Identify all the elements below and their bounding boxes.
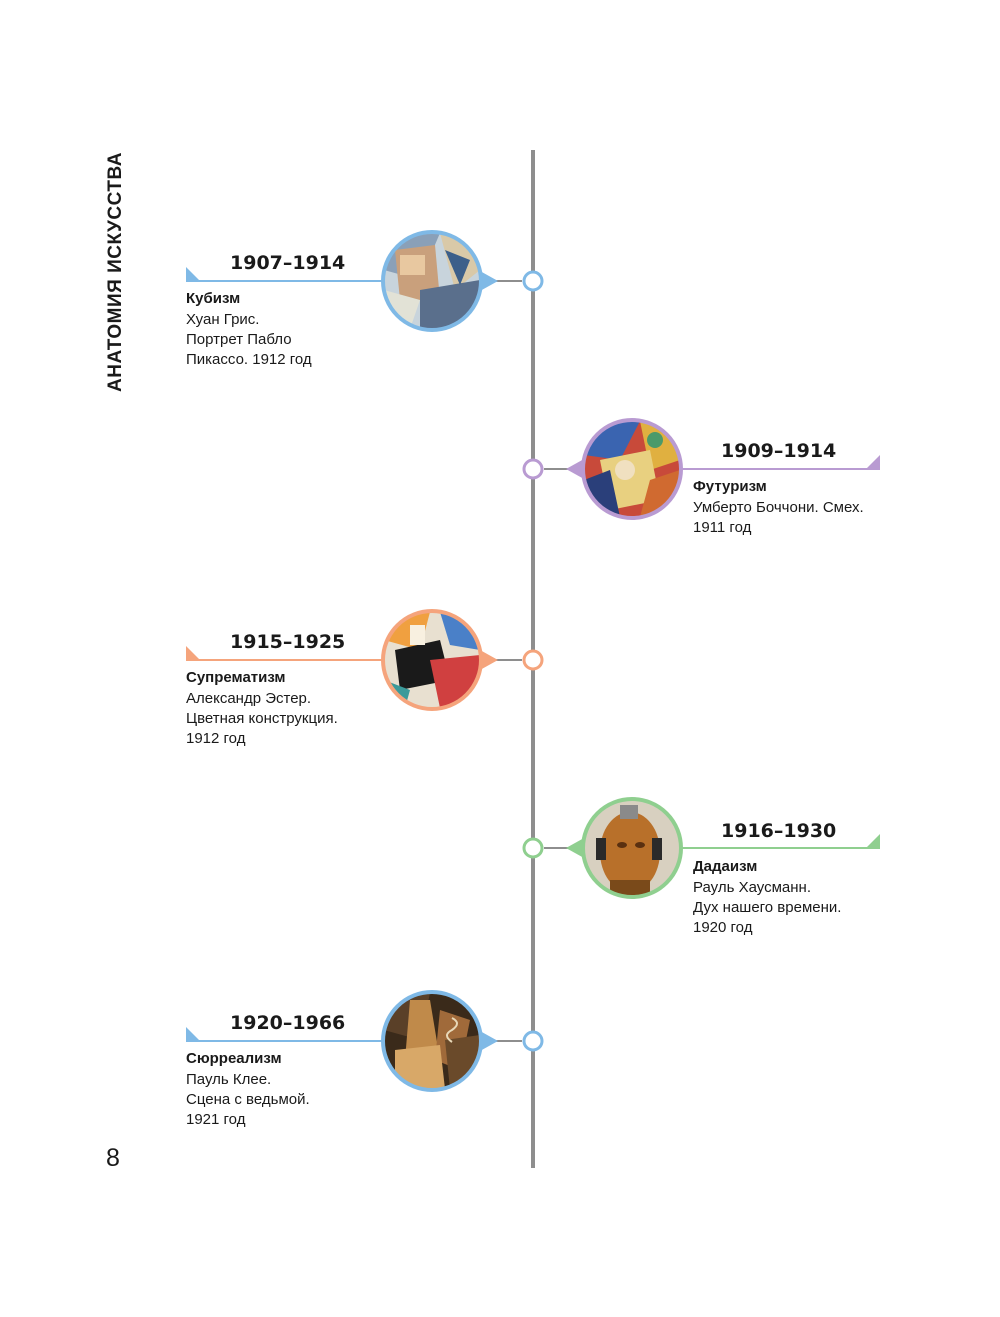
entry-years: 1915–1925 — [230, 631, 346, 653]
entry-years: 1916–1930 — [721, 820, 837, 842]
entry-description: Хуан Грис. Портрет Пабло Пикассо. 1912 г… — [186, 311, 312, 368]
entry-movement: Дадаизм — [693, 858, 758, 875]
timeline-marker-cubism — [186, 230, 544, 332]
entry-movement: Сюрреализм — [186, 1050, 282, 1067]
futurism-painting-image — [584, 421, 680, 517]
entry-movement: Футуризм — [693, 478, 767, 495]
timeline-marker-dadaism — [522, 797, 880, 899]
cubism-painting-image — [384, 233, 480, 329]
timeline-marker-suprematism — [186, 609, 544, 711]
dadaism-sculpture-image — [584, 800, 680, 896]
entry-movement: Супрематизм — [186, 669, 286, 686]
timeline-marker-futurism — [522, 418, 880, 520]
book-title: АНАТОМИЯ ИСКУССТВА — [105, 152, 126, 392]
entry-years: 1920–1966 — [230, 1012, 346, 1034]
entry-description: Умберто Боччони. Смех. 1911 год — [693, 499, 864, 536]
entry-years: 1909–1914 — [721, 440, 837, 462]
entry-description: Александр Эстер. Цветная конструкция. 19… — [186, 690, 338, 747]
entry-years: 1907–1914 — [230, 252, 346, 274]
entry-movement: Кубизм — [186, 290, 241, 307]
timeline-marker-surrealism — [186, 990, 544, 1092]
entry-description: Пауль Клее. Сцена с ведьмой. 1921 год — [186, 1071, 310, 1128]
entry-description: Рауль Хаусманн. Дух нашего времени. 1920… — [693, 879, 842, 936]
surrealism-painting-image — [384, 993, 480, 1089]
page-number: 8 — [106, 1144, 120, 1172]
